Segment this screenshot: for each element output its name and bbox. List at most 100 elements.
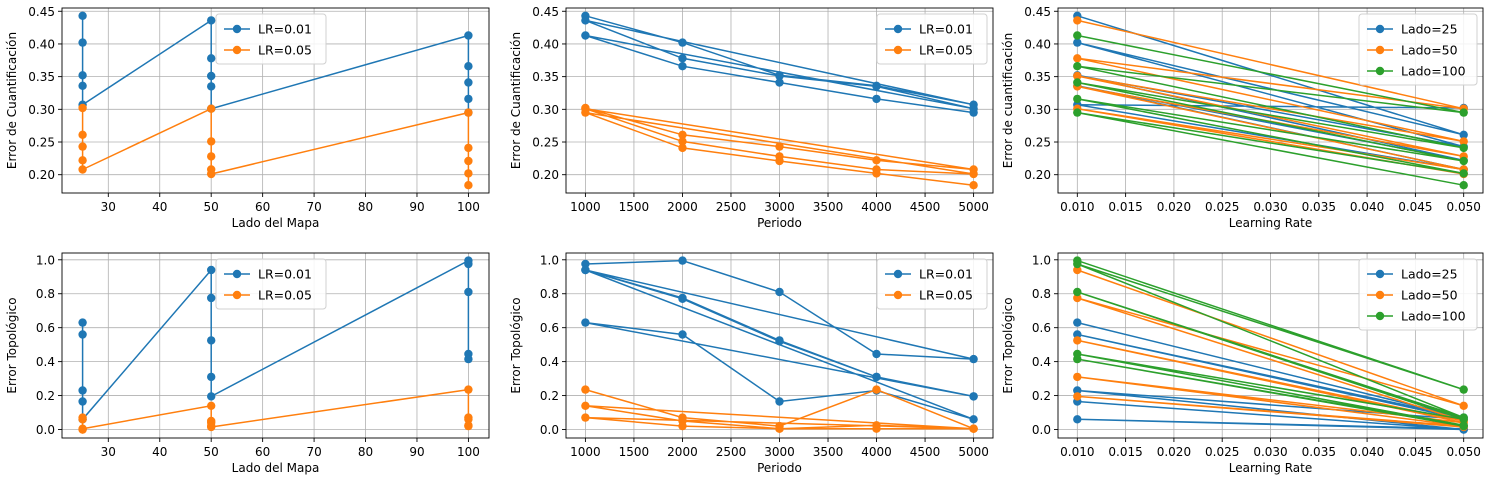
x-tick-label: 0.025	[1205, 445, 1239, 459]
x-tick-label: 1500	[619, 445, 650, 459]
data-point	[207, 422, 216, 432]
x-tick-label: 2000	[667, 445, 698, 459]
x-tick-label: 4000	[861, 200, 892, 214]
legend-label: Lado=25	[1401, 267, 1458, 282]
legend: LR=0.01 LR=0.05	[215, 258, 327, 310]
data-point	[78, 330, 87, 339]
data-point	[678, 137, 687, 146]
data-point	[78, 11, 87, 20]
data-point	[464, 385, 473, 394]
x-tick-label: 5000	[958, 445, 989, 459]
y-tick-label: 0.35	[532, 70, 559, 84]
data-point	[775, 337, 784, 346]
x-tick-label: 0.045	[1398, 445, 1432, 459]
data-point	[78, 156, 87, 165]
x-tick-label: 0.045	[1398, 200, 1432, 214]
data-point	[464, 94, 473, 104]
legend-label: Lado=100	[1401, 309, 1466, 324]
y-tick-label: 1.0	[540, 253, 559, 267]
data-point	[872, 372, 881, 382]
data-point	[969, 169, 978, 179]
data-point	[1073, 265, 1082, 275]
subplot-5: 1000 1500 2000 2500 3000 3500 4000 4500 5000 0.0 0…	[509, 252, 994, 475]
legend: LR=0.01 LR=0.05	[876, 258, 988, 310]
data-point	[207, 16, 216, 25]
y-tick-label: 1.0	[36, 253, 55, 267]
legend-label: LR=0.01	[919, 267, 973, 282]
axes-frame	[61, 252, 490, 439]
data-point	[872, 94, 881, 104]
data-point	[1073, 31, 1082, 40]
y-axis-label: Error Topológico	[1001, 297, 1015, 393]
subplot-4: 30 40 50 60 70 80 90 100 0.0 0.2 0.4 0.6 0.8 1.0 Lado …	[5, 252, 490, 475]
data-point	[1073, 318, 1082, 327]
data-point	[78, 397, 87, 406]
legend-marker	[893, 24, 903, 34]
data-point	[207, 54, 216, 63]
x-tick-label: 80	[358, 200, 373, 214]
data-point	[207, 169, 216, 179]
y-tick-label: 0.4	[1032, 355, 1051, 369]
data-point	[78, 142, 87, 151]
data-point	[1073, 330, 1082, 339]
legend-marker	[1375, 311, 1385, 321]
data-point	[872, 156, 881, 165]
x-tick-label: 0.035	[1302, 445, 1336, 459]
x-tick-label: 100	[457, 445, 480, 459]
data-point	[1073, 336, 1082, 345]
x-tick-label: 90	[409, 200, 424, 214]
data-point	[1459, 169, 1468, 178]
legend-marker	[1375, 66, 1385, 76]
data-point	[969, 354, 978, 364]
legend-marker	[1375, 45, 1385, 55]
legend: LR=0.01 LR=0.05	[215, 13, 327, 65]
data-point	[464, 78, 473, 87]
y-axis-label: Error de cuantificación	[1001, 33, 1015, 168]
data-point	[1073, 78, 1082, 87]
y-tick-label: 0.6	[36, 321, 55, 335]
legend-label: LR=0.05	[919, 43, 973, 58]
y-tick-label: 0.40	[28, 37, 55, 51]
data-point	[1073, 392, 1082, 401]
y-tick-label: 0.25	[28, 136, 55, 150]
x-tick-label: 0.020	[1157, 200, 1191, 214]
subplot-1: 30 40 50 60 70 80 90 100 0.20 0.25 0.30 0.35 0.40 0.4…	[5, 5, 490, 230]
data-point	[78, 38, 87, 47]
legend-marker	[893, 45, 903, 55]
x-tick-label: 3000	[764, 200, 795, 214]
y-tick-label: 0.45	[532, 5, 559, 19]
data-point	[1073, 61, 1082, 71]
data-point	[678, 61, 687, 71]
subplot-2: 1000 1500 2000 2500 3000 3500 4000 4500 5000 0.20…	[509, 5, 994, 230]
data-point	[78, 424, 87, 433]
y-tick-label: 0.30	[532, 103, 559, 117]
data-point	[1459, 143, 1468, 153]
data-point	[775, 424, 784, 433]
subplot-3: 0.010 0.015 0.020 0.025 0.030 0.035 0.040 0.045…	[1001, 5, 1484, 230]
x-tick-label: 1000	[570, 445, 601, 459]
data-point	[464, 156, 473, 166]
data-point	[78, 165, 87, 174]
data-point	[581, 265, 590, 275]
data-point	[1073, 415, 1082, 424]
legend-marker	[893, 269, 903, 279]
legend-label: Lado=25	[1401, 22, 1458, 37]
data-point	[775, 397, 784, 406]
data-point	[207, 265, 216, 275]
data-point	[581, 401, 590, 410]
data-point	[207, 71, 216, 81]
series-Lado=100	[1073, 256, 1468, 431]
y-axis-label: Error de Cuantificación	[509, 32, 523, 169]
legend: LR=0.01 LR=0.05	[876, 13, 988, 65]
data-point	[1073, 372, 1082, 382]
data-point	[464, 181, 473, 190]
legend: Lado=25 Lado=50 Lado=100	[1358, 258, 1478, 331]
series-line	[1077, 321, 1464, 431]
data-point	[581, 108, 590, 117]
legend-frame	[876, 258, 988, 310]
x-axis-label: Learning Rate	[1229, 461, 1312, 475]
y-tick-label: 0.0	[540, 423, 559, 437]
y-tick-label: 1.0	[1032, 253, 1051, 267]
legend-label: LR=0.01	[258, 22, 312, 37]
y-tick-label: 0.45	[28, 5, 55, 19]
